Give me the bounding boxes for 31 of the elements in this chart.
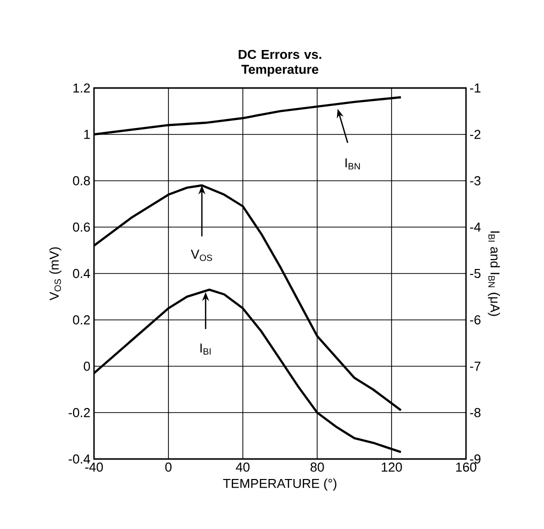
x-tick-label: 120 (382, 462, 402, 472)
y2-tick-label: -5 (470, 268, 480, 278)
y-tick-label: 1.2 (73, 83, 90, 93)
y-tick-label: -0.2 (68, 408, 90, 418)
y2-tick-label: -7 (470, 362, 480, 371)
y2-tick-label: -1 (470, 84, 480, 92)
y-tick-label: 0.6 (72, 222, 90, 232)
x-axis-title: TEMPERATURE (°) (223, 478, 336, 491)
x-tick-label: 160 (456, 462, 476, 472)
y2-axis-title: I$_{BI}$ and I$_{BN}$ (μA) (488, 231, 500, 316)
y2-tick-label: -2 (470, 130, 480, 139)
x-tick-label: 0 (165, 462, 172, 472)
y-tick-label: 0 (84, 362, 90, 371)
y-tick-label: 0.8 (72, 176, 90, 186)
y2-tick-label: -6 (470, 315, 480, 324)
x-tick-label: 40 (236, 462, 250, 472)
annotation: I$_{BN}$ (346, 158, 360, 170)
y-axis-title: V$_{OS}$ (mV) (49, 247, 62, 300)
x-tick-label: 80 (310, 462, 324, 472)
y2-tick-label: -9 (470, 454, 480, 464)
annotation: I$_{BI}$ (200, 344, 211, 355)
x-tick-label: -40 (85, 462, 103, 472)
chart-title: DC Errors vs. Temperature (238, 50, 322, 76)
y2-tick-label: -3 (470, 176, 480, 186)
y-tick-label: 1 (84, 130, 90, 139)
y-tick-label: 0.2 (72, 315, 90, 324)
y2-tick-label: -4 (470, 222, 481, 232)
y-tick-label: -0.4 (68, 454, 90, 464)
y2-tick-label: -8 (470, 408, 480, 418)
annotation: V$_{OS}$ (190, 250, 212, 261)
y-tick-label: 0.4 (72, 268, 90, 278)
